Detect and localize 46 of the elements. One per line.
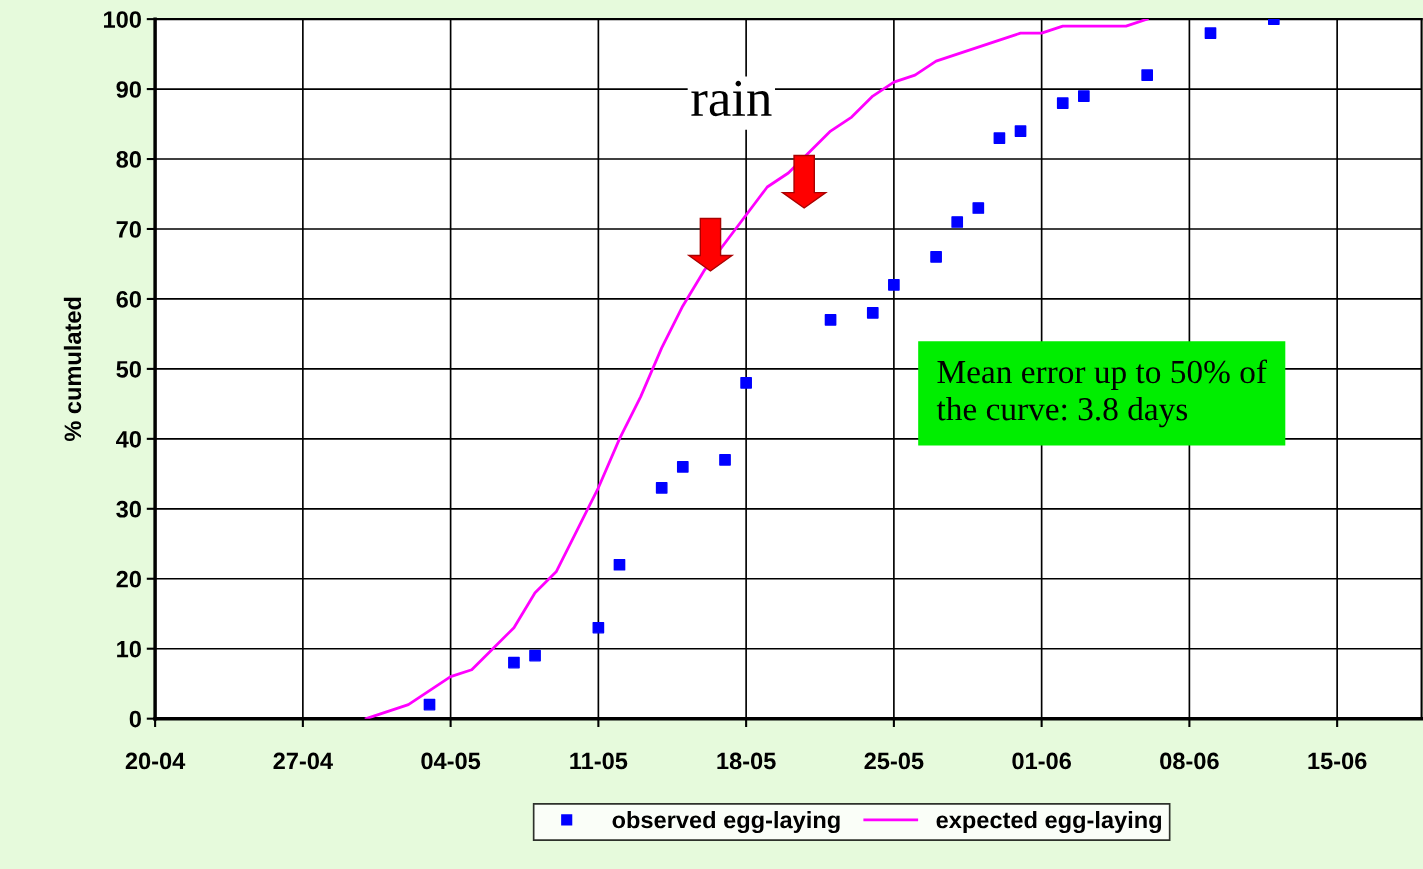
y-tick-label: 100 — [104, 11, 141, 28]
annotation: rain — [691, 80, 772, 117]
x-tick-label: 11-05 — [570, 752, 628, 770]
point — [993, 132, 1006, 144]
point — [888, 279, 900, 291]
point — [719, 453, 731, 466]
y-tick-label: 20 — [116, 570, 141, 588]
point — [1078, 90, 1090, 102]
x-tick-label: 20-04 — [125, 752, 186, 770]
x-tick-label: 15-06 — [1308, 752, 1367, 770]
x-tick-label: 25-05 — [864, 752, 924, 770]
y-tick-label: 90 — [116, 81, 141, 98]
point — [1056, 97, 1069, 109]
y-tick-label: 80 — [116, 151, 141, 168]
point — [1204, 27, 1217, 39]
point — [613, 558, 626, 571]
point — [951, 216, 964, 228]
y-axis-title: % cumulated — [63, 297, 82, 442]
point — [655, 481, 668, 494]
x-tick-label: 04-05 — [421, 752, 481, 770]
legend-label: expected egg-laying — [936, 811, 1162, 834]
x-tick-label: 01-06 — [1012, 752, 1071, 770]
point — [824, 314, 837, 326]
y-tick-label: 40 — [116, 430, 141, 448]
point — [529, 649, 541, 662]
point — [508, 656, 520, 669]
x-tick-label: 08-06 — [1160, 752, 1219, 770]
y-tick-label: 70 — [116, 221, 141, 238]
point — [866, 307, 879, 319]
point — [1141, 69, 1154, 81]
y-tick-label: 0 — [129, 710, 141, 728]
x-tick-label: 18-05 — [717, 752, 776, 770]
point — [676, 460, 689, 473]
point — [592, 621, 605, 634]
y-tick-label: 30 — [116, 500, 141, 518]
legend-label: observed egg-laying — [612, 811, 840, 834]
point — [1014, 125, 1027, 137]
point — [972, 202, 985, 214]
point — [740, 377, 752, 389]
y-tick-label: 10 — [117, 640, 141, 658]
y-tick-label: 60 — [116, 291, 141, 308]
point — [423, 698, 436, 711]
point — [930, 251, 942, 263]
annotation: Mean error up to 50% of the curve: 3.8 days — [936, 359, 1267, 428]
y-tick-label: 50 — [116, 360, 141, 378]
x-tick-label: 27-04 — [273, 752, 333, 770]
